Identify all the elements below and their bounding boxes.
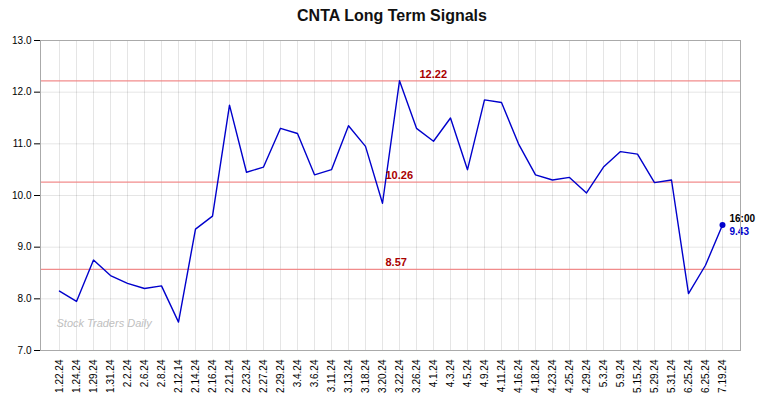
svg-text:3.4.24: 3.4.24 [292,359,303,387]
svg-text:10.26: 10.26 [386,169,414,181]
svg-text:2.6.24: 2.6.24 [139,359,150,387]
svg-text:5.15.24: 5.15.24 [632,359,643,393]
svg-text:4.1.24: 4.1.24 [428,359,439,387]
svg-text:6.25.24: 6.25.24 [700,359,711,393]
svg-text:2.12.14: 2.12.14 [173,359,184,393]
svg-text:12.22: 12.22 [420,68,448,80]
svg-text:1.29.24: 1.29.24 [88,359,99,393]
svg-text:4.25.24: 4.25.24 [564,359,575,393]
svg-text:2.23.24: 2.23.24 [241,359,252,393]
svg-text:2.21.24: 2.21.24 [224,359,235,393]
svg-text:1.31.24: 1.31.24 [105,359,116,393]
svg-text:4.29.24: 4.29.24 [581,359,592,393]
svg-text:Stock Traders Daily: Stock Traders Daily [57,317,154,329]
svg-text:9.0: 9.0 [18,241,32,252]
svg-text:5.9.24: 5.9.24 [615,359,626,387]
svg-text:3.18.24: 3.18.24 [360,359,371,393]
svg-text:4.3.24: 4.3.24 [445,359,456,387]
svg-text:3.6.24: 3.6.24 [309,359,320,387]
svg-text:11.0: 11.0 [13,138,32,149]
html-text:CNTA Long Term Signals: CNTA Long Term Signals [297,7,487,24]
svg-text:5.29.24: 5.29.24 [649,359,660,393]
svg-text:2.29.24: 2.29.24 [275,359,286,393]
svg-text:4.11.24: 4.11.24 [496,359,507,392]
svg-text:3.22.24: 3.22.24 [394,359,405,393]
svg-text:5.3.24: 5.3.24 [598,359,609,387]
svg-text:6.25.24: 6.25.24 [683,359,694,393]
svg-text:13.0: 13.0 [12,35,32,46]
svg-text:2.27.24: 2.27.24 [258,359,269,393]
svg-text:7.19.24: 7.19.24 [717,359,728,393]
svg-text:3.26.24: 3.26.24 [411,359,422,393]
svg-text:2.16.24: 2.16.24 [207,359,218,393]
svg-text:9.43: 9.43 [730,226,750,237]
svg-text:10.0: 10.0 [12,190,32,201]
svg-text:4.9.24: 4.9.24 [479,359,490,387]
svg-text:8.57: 8.57 [386,256,407,268]
svg-text:2.8.24: 2.8.24 [156,359,167,387]
svg-text:16:00: 16:00 [730,213,756,224]
svg-text:4.16.24: 4.16.24 [513,359,524,393]
svg-text:4.18.24: 4.18.24 [530,359,541,393]
svg-text:2.14.24: 2.14.24 [190,359,201,393]
svg-text:2.2.24: 2.2.24 [122,359,133,387]
svg-text:1.22.24: 1.22.24 [54,359,65,393]
svg-text:4.23.24: 4.23.24 [547,359,558,393]
svg-text:3.20.24: 3.20.24 [377,359,388,393]
svg-text:7.0: 7.0 [18,345,32,356]
svg-text:4.5.24: 4.5.24 [462,359,473,387]
svg-text:1.24.24: 1.24.24 [71,359,82,393]
svg-text:12.0: 12.0 [12,86,32,97]
svg-text:3.11.24: 3.11.24 [326,359,337,392]
svg-text:8.0: 8.0 [18,293,32,304]
svg-text:3.13.24: 3.13.24 [343,359,354,393]
svg-text:5.31.24: 5.31.24 [666,359,677,393]
